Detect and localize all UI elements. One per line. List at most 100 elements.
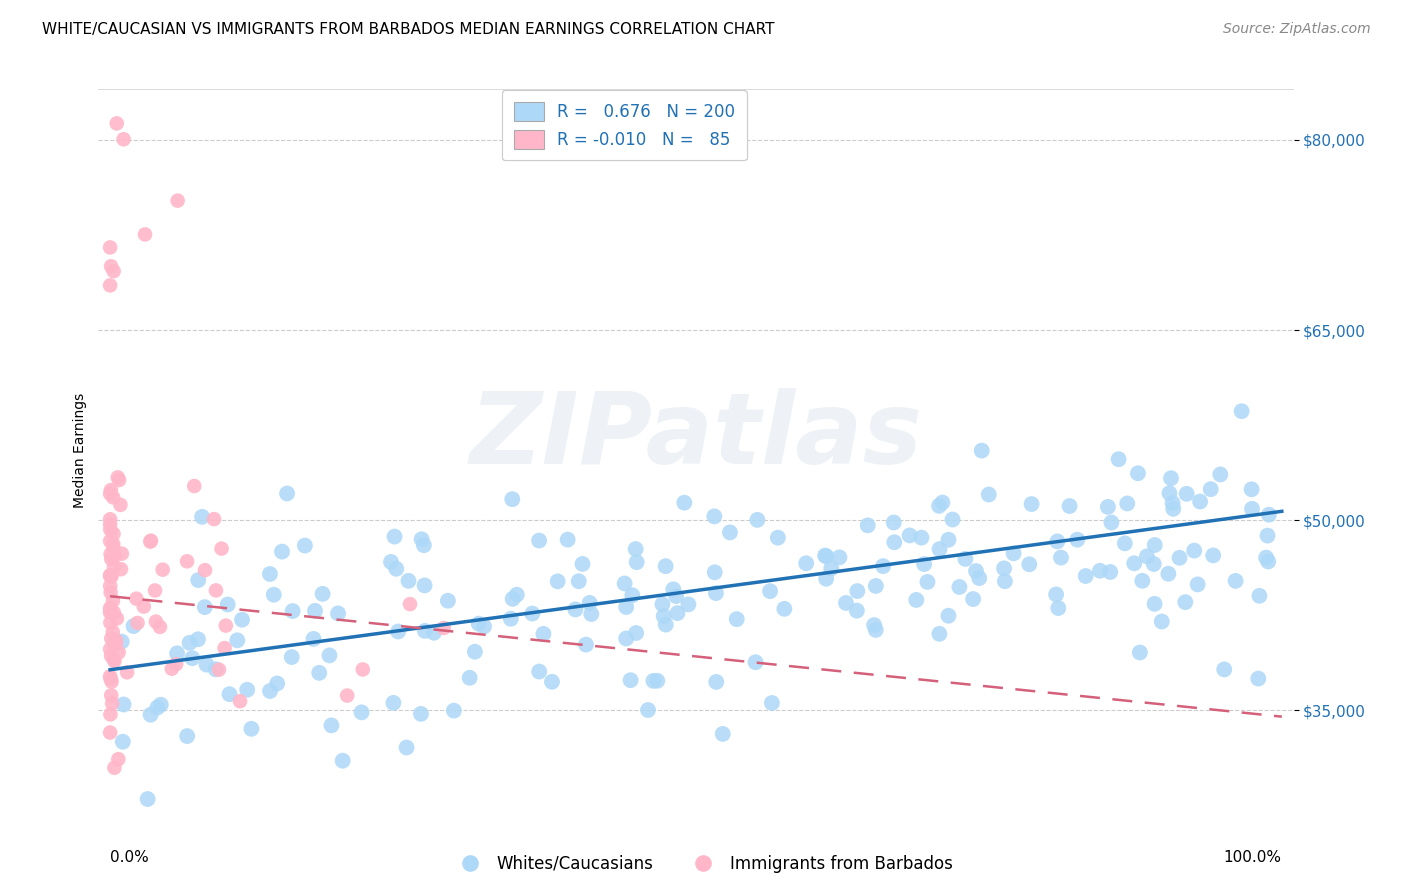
Point [467,616,489,631]
Point [125,591,148,606]
Point [541,674,564,689]
Point [557,533,579,547]
Point [236,682,259,697]
Legend: R =   0.676   N = 200, R = -0.010   N =   85: R = 0.676 N = 200, R = -0.010 N = 85 [502,90,747,161]
Point [499,612,522,626]
Text: Source: ZipAtlas.com: Source: ZipAtlas.com [1223,22,1371,37]
Point [409,706,432,721]
Point [100,674,122,689]
Point [744,655,766,669]
Point [111,735,134,749]
Point [464,645,486,659]
Point [1136,549,1159,564]
Point [977,487,1000,501]
Point [1097,500,1119,514]
Point [814,549,837,563]
Point [1099,516,1122,530]
Legend: Whites/Caucasians, Immigrants from Barbados: Whites/Caucasians, Immigrants from Barba… [447,848,959,880]
Point [928,542,950,557]
Point [100,585,122,599]
Point [645,673,668,688]
Point [281,650,304,665]
Point [725,612,748,626]
Point [1123,556,1146,570]
Point [905,593,928,607]
Point [654,617,676,632]
Point [380,555,402,569]
Point [1161,496,1184,510]
Point [112,698,135,712]
Point [472,619,495,633]
Point [107,645,129,659]
Point [259,566,281,581]
Point [105,633,128,648]
Point [98,517,121,532]
Point [1074,569,1097,583]
Point [865,579,887,593]
Point [1088,564,1111,578]
Point [794,557,817,571]
Point [704,586,727,600]
Point [259,684,281,698]
Point [103,264,125,278]
Point [101,697,124,711]
Point [1159,486,1181,500]
Point [613,576,636,591]
Point [98,568,121,582]
Point [621,588,644,602]
Point [624,626,647,640]
Point [179,636,201,650]
Point [387,624,409,639]
Point [271,544,294,558]
Point [103,549,125,564]
Point [1002,546,1025,560]
Point [637,703,659,717]
Point [98,240,121,254]
Point [384,530,406,544]
Point [662,582,685,597]
Point [103,761,125,775]
Point [98,579,121,593]
Point [411,533,433,547]
Point [218,687,240,701]
Point [98,603,121,617]
Point [108,473,131,487]
Point [332,754,354,768]
Point [1168,550,1191,565]
Point [1257,555,1279,569]
Point [103,606,125,620]
Point [100,547,122,561]
Point [931,495,953,509]
Point [98,534,121,549]
Point [820,561,842,575]
Point [104,638,127,652]
Point [98,601,121,615]
Point [217,598,239,612]
Point [1202,549,1225,563]
Point [1143,538,1166,552]
Point [100,632,122,646]
Point [226,633,249,648]
Point [187,573,209,587]
Point [107,470,129,484]
Point [105,611,128,625]
Point [571,557,593,571]
Point [139,707,162,722]
Point [928,499,950,513]
Point [1230,404,1253,418]
Point [98,669,121,683]
Point [626,555,648,569]
Point [98,725,121,739]
Point [112,132,135,146]
Point [1143,597,1166,611]
Point [139,533,162,548]
Point [100,260,122,274]
Point [624,542,647,557]
Point [103,559,125,574]
Point [643,673,665,688]
Point [872,559,894,574]
Text: ZIPatlas: ZIPatlas [470,387,922,484]
Point [1143,557,1166,571]
Point [941,512,963,526]
Point [1247,672,1270,686]
